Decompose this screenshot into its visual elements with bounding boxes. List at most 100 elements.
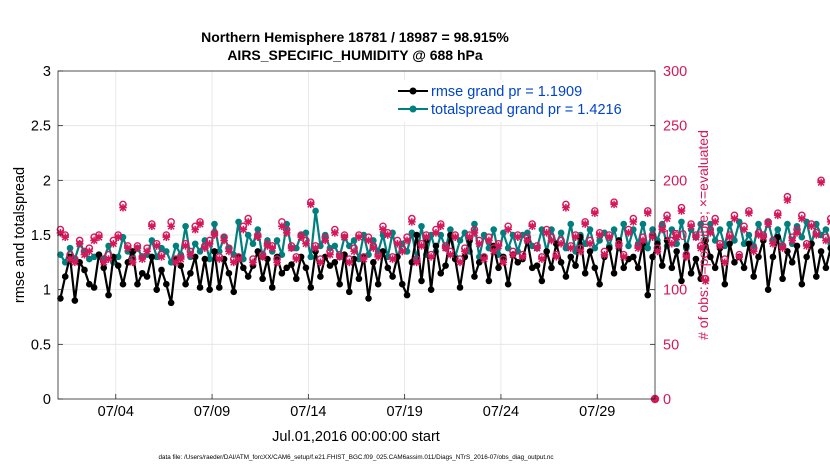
rmse-point xyxy=(769,253,777,261)
obs-evaluated-point xyxy=(562,203,570,212)
rmse-point xyxy=(225,269,233,277)
rmse-point xyxy=(293,275,300,283)
obs-evaluated-point xyxy=(461,247,469,256)
rmse-point xyxy=(100,264,108,272)
rmse-point xyxy=(403,291,411,299)
spread-point xyxy=(172,242,180,250)
spread-point xyxy=(235,218,242,226)
obs-evaluated-point xyxy=(398,247,407,256)
rmse-point xyxy=(283,264,290,272)
y-left-tick-label: 2 xyxy=(43,173,51,189)
obs-evaluated-point xyxy=(773,211,782,220)
spread-point xyxy=(610,226,618,233)
obs-evaluated-point xyxy=(759,233,768,241)
spread-point xyxy=(196,248,204,255)
obs-evaluated-point xyxy=(302,239,310,248)
legend-rmse-label: rmse grand pr = 1.1909 xyxy=(431,84,582,100)
obs-evaluated-point xyxy=(75,239,84,248)
obs-evaluated-point xyxy=(538,255,546,263)
obs-evaluated-point xyxy=(629,218,638,226)
obs-evaluated-point xyxy=(533,244,541,252)
obs-evaluated-point xyxy=(475,239,484,248)
obs-evaluated-point xyxy=(124,244,132,252)
spread-point xyxy=(490,226,498,233)
rmse-point xyxy=(798,280,806,288)
rmse-point xyxy=(143,273,151,280)
y-axis-left-label: rmse and totalspread xyxy=(12,167,28,303)
y-left-tick-label: 0.5 xyxy=(31,337,51,353)
obs-evaluated-point xyxy=(470,229,479,237)
rmse-point xyxy=(278,269,286,277)
obs-evaluated-point xyxy=(783,196,792,204)
obs-evaluated-point xyxy=(364,236,373,245)
rmse-point xyxy=(167,299,175,307)
rmse-point xyxy=(764,286,772,293)
obs-evaluated-point xyxy=(605,233,614,241)
obs-evaluated-point xyxy=(591,209,599,217)
rmse-point xyxy=(793,242,801,250)
rmse-point xyxy=(586,248,594,255)
spread-point xyxy=(471,220,478,228)
rmse-point xyxy=(355,275,363,283)
obs-evaluated-point xyxy=(359,255,368,263)
obs-evaluated-point xyxy=(152,242,161,250)
obs-evaluated-point xyxy=(663,214,671,223)
rmse-point xyxy=(134,280,141,288)
spread-point xyxy=(177,251,185,258)
rmse-point xyxy=(784,248,791,255)
rmse-point xyxy=(812,273,820,280)
rmse-point xyxy=(163,280,170,288)
obs-evaluated-point xyxy=(494,242,503,250)
obs-evaluated-point xyxy=(653,247,662,256)
spread-point xyxy=(321,231,329,239)
obs-evaluated-point xyxy=(225,247,233,256)
spread-point xyxy=(254,226,262,233)
spread-point xyxy=(586,226,594,233)
spread-point xyxy=(658,220,666,228)
rmse-point xyxy=(384,264,392,272)
rmse-point xyxy=(538,277,546,285)
rmse-point xyxy=(365,295,372,302)
spread-point xyxy=(668,226,676,233)
rmse-point xyxy=(726,240,733,248)
obs-evaluated-point xyxy=(85,247,94,256)
spread-point xyxy=(500,229,507,237)
obs-evaluated-point xyxy=(566,244,575,252)
y-right-tick-label: 300 xyxy=(663,64,687,80)
spread-point xyxy=(634,240,642,248)
obs-evaluated-point xyxy=(817,178,825,187)
x-axis-label: Jul.01,2016 00:00:00 start xyxy=(272,429,440,445)
obs-evaluated-point xyxy=(239,225,248,234)
obs-evaluated-point xyxy=(172,258,180,267)
rmse-point xyxy=(557,259,565,266)
y-left-tick-label: 2.5 xyxy=(31,119,51,135)
rmse-point xyxy=(620,264,628,272)
obs-evaluated-point xyxy=(465,233,474,241)
obs-evaluated-point xyxy=(379,225,387,234)
obs-evaluated-point xyxy=(181,242,190,250)
rmse-point xyxy=(504,280,512,288)
obs-evaluated-point xyxy=(432,229,440,237)
rmse-series xyxy=(57,231,830,307)
spread-point xyxy=(740,240,748,248)
rmse-point xyxy=(702,237,709,244)
obs-evaluated-point xyxy=(133,244,142,252)
spread-point xyxy=(557,229,565,237)
obs-evaluated-point xyxy=(436,222,445,231)
rmse-point xyxy=(57,295,64,302)
rmse-point xyxy=(687,269,695,277)
rmse-point xyxy=(572,262,579,269)
spread-point xyxy=(418,222,425,230)
spread-point xyxy=(567,220,575,228)
y-right-tick-label: 200 xyxy=(663,173,687,189)
rmse-point xyxy=(413,231,420,239)
legend-box xyxy=(394,80,646,122)
spread-point xyxy=(735,218,743,226)
spread-point xyxy=(644,244,652,252)
rmse-point xyxy=(658,262,666,269)
rmse-point xyxy=(721,280,729,288)
rmse-point xyxy=(630,253,637,261)
y-right-tick-label: 0 xyxy=(663,392,671,408)
rmse-point xyxy=(240,264,247,272)
rmse-point xyxy=(485,277,493,285)
